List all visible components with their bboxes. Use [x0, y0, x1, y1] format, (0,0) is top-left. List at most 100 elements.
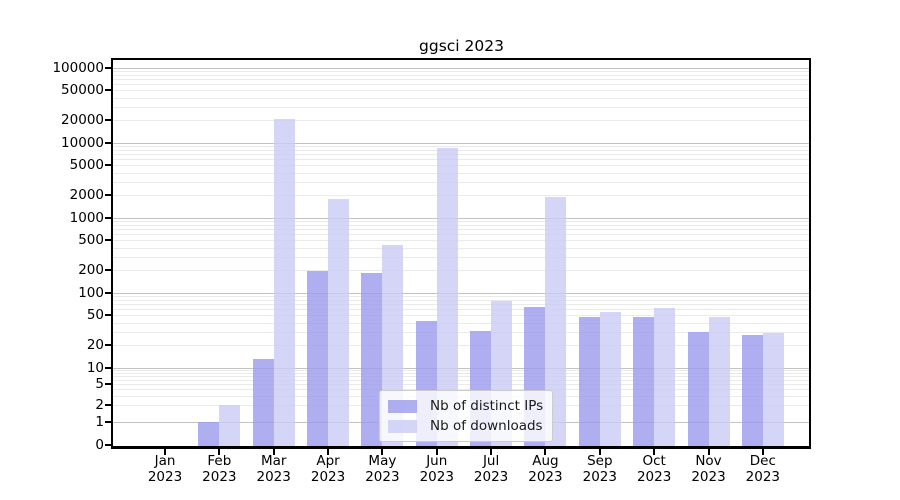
axis-spine-top — [111, 58, 811, 60]
gridline-50000 — [113, 90, 810, 92]
y-tick-mark-50 — [105, 314, 112, 317]
gridline-1000 — [113, 217, 810, 219]
y-tick-label-1: 1 — [95, 413, 104, 430]
gridline-600 — [113, 234, 810, 236]
x-tick-label-jul: Jul 2023 — [473, 453, 509, 485]
x-tick-label-sep: Sep 2023 — [582, 453, 617, 485]
legend-row-downloads: Nb of downloads — [388, 416, 543, 436]
gridline-20 — [113, 345, 810, 347]
gridline-100000 — [113, 67, 810, 69]
y-tick-label-5000: 5000 — [69, 157, 104, 174]
x-tick-mark-oct — [653, 448, 656, 455]
y-tick-label-50000: 50000 — [61, 82, 104, 99]
y-tick-mark-1000 — [105, 216, 112, 219]
gridline-20000 — [113, 120, 810, 122]
gridline-300 — [113, 256, 810, 258]
x-tick-label-nov: Nov 2023 — [691, 453, 726, 485]
gridline-5 — [113, 383, 810, 385]
y-tick-label-100000: 100000 — [52, 59, 104, 76]
bar-ips-nov — [687, 331, 709, 446]
y-tick-mark-500 — [105, 239, 112, 242]
x-tick-label-jan: Jan 2023 — [147, 453, 183, 485]
x-tick-mark-mar — [272, 448, 275, 455]
bar-downloads-aug — [545, 196, 567, 446]
y-tick-mark-5 — [105, 382, 112, 385]
y-tick-label-50: 50 — [86, 307, 104, 324]
x-tick-mark-jul — [490, 448, 493, 455]
x-tick-label-oct: Oct 2023 — [636, 453, 672, 485]
x-tick-mark-aug — [544, 448, 547, 455]
bar-downloads-nov — [708, 317, 730, 446]
bar-downloads-feb — [219, 405, 241, 446]
bar-downloads-jun — [436, 147, 458, 446]
gridline-90 — [113, 296, 810, 298]
y-tick-label-200: 200 — [78, 262, 104, 279]
gridline-6000 — [113, 159, 810, 161]
y-tick-mark-50000 — [105, 89, 112, 92]
bar-ips-feb — [198, 421, 220, 446]
gridline-80000 — [113, 74, 810, 76]
y-tick-label-1000: 1000 — [69, 209, 104, 226]
legend-swatch-distinct-ips — [388, 399, 417, 413]
gridline-60000 — [113, 84, 810, 86]
x-tick-label-mar: Mar 2023 — [256, 453, 291, 485]
bar-ips-dec — [741, 335, 763, 446]
y-tick-mark-5000 — [105, 164, 112, 167]
bar-downloads-apr — [328, 199, 350, 446]
gridline-30 — [113, 331, 810, 333]
gridline-40000 — [113, 97, 810, 99]
gridline-5000 — [113, 165, 810, 167]
x-tick-label-dec: Dec 2023 — [745, 453, 781, 485]
gridline-8000 — [113, 149, 810, 151]
y-tick-label-2000: 2000 — [69, 187, 104, 204]
gridline-800 — [113, 224, 810, 226]
x-tick-mark-nov — [707, 448, 710, 455]
y-tick-mark-2000 — [105, 194, 112, 197]
axis-spine-bottom — [111, 446, 811, 449]
gridline-50 — [113, 315, 810, 317]
bar-ips-apr — [307, 270, 329, 446]
gridline-40 — [113, 322, 810, 324]
gridline-700 — [113, 229, 810, 231]
y-tick-mark-10000 — [105, 141, 112, 144]
y-tick-label-20: 20 — [86, 337, 104, 354]
gridline-8 — [113, 372, 810, 374]
y-tick-label-20000: 20000 — [61, 112, 104, 129]
y-tick-label-500: 500 — [78, 232, 104, 249]
bar-downloads-oct — [654, 308, 676, 446]
x-tick-label-apr: Apr 2023 — [310, 453, 346, 485]
gridline-10 — [113, 367, 810, 369]
x-tick-mark-may — [381, 448, 384, 455]
y-tick-mark-20 — [105, 344, 112, 347]
y-tick-label-2: 2 — [95, 397, 104, 414]
x-tick-mark-jun — [435, 448, 438, 455]
x-tick-label-aug: Aug 2023 — [528, 453, 563, 485]
gridline-2000 — [113, 195, 810, 197]
bar-downloads-dec — [762, 333, 784, 446]
gridline-3000 — [113, 181, 810, 183]
y-tick-mark-200 — [105, 269, 112, 272]
legend: Nb of distinct IPs Nb of downloads — [379, 390, 554, 442]
bar-downloads-sep — [599, 312, 621, 446]
gridline-200 — [113, 270, 810, 272]
gridline-10000 — [113, 142, 810, 144]
legend-swatch-downloads — [388, 419, 417, 433]
bar-ips-may — [361, 272, 383, 446]
y-tick-label-5: 5 — [95, 375, 104, 392]
gridline-80 — [113, 299, 810, 301]
y-tick-label-0: 0 — [95, 436, 104, 453]
gridline-7 — [113, 376, 810, 378]
gridline-500 — [113, 240, 810, 242]
x-tick-mark-apr — [327, 448, 330, 455]
gridline-4000 — [113, 172, 810, 174]
gridline-9 — [113, 370, 810, 372]
gridline-100 — [113, 292, 810, 294]
legend-label-distinct-ips: Nb of distinct IPs — [430, 398, 544, 414]
gridline-90000 — [113, 71, 810, 73]
y-tick-mark-20000 — [105, 119, 112, 122]
y-tick-mark-1 — [105, 420, 112, 423]
y-tick-mark-100000 — [105, 66, 112, 69]
gridline-900 — [113, 221, 810, 223]
gridline-70000 — [113, 79, 810, 81]
